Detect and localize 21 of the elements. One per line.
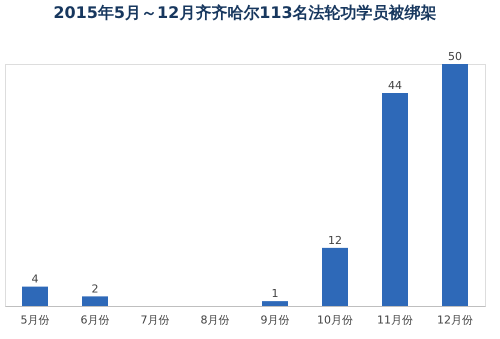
x-tick-label: 6月份 <box>80 314 110 326</box>
data-label: 50 <box>448 50 462 63</box>
data-label: 4 <box>32 272 38 286</box>
bar <box>262 301 288 306</box>
x-tick-label: 9月份 <box>260 314 290 326</box>
data-label: 2 <box>92 282 98 296</box>
data-label: 1 <box>272 287 278 300</box>
x-tick-label: 5月份 <box>20 314 50 326</box>
bar <box>82 296 108 306</box>
chart-title: 2015年5月～12月齐齐哈尔113名法轮功学员被绑架 <box>53 3 437 22</box>
x-tick-label: 11月份 <box>377 314 413 326</box>
bar <box>322 248 348 306</box>
x-tick-label: 12月份 <box>437 314 473 326</box>
x-tick-label: 7月份 <box>140 314 170 326</box>
bar <box>442 64 468 306</box>
bar <box>22 286 48 306</box>
data-label: 12 <box>328 234 342 247</box>
x-tick-label: 8月份 <box>200 314 230 326</box>
data-label: 44 <box>388 79 402 92</box>
x-tick-label: 10月份 <box>317 314 353 326</box>
bar <box>382 93 408 306</box>
